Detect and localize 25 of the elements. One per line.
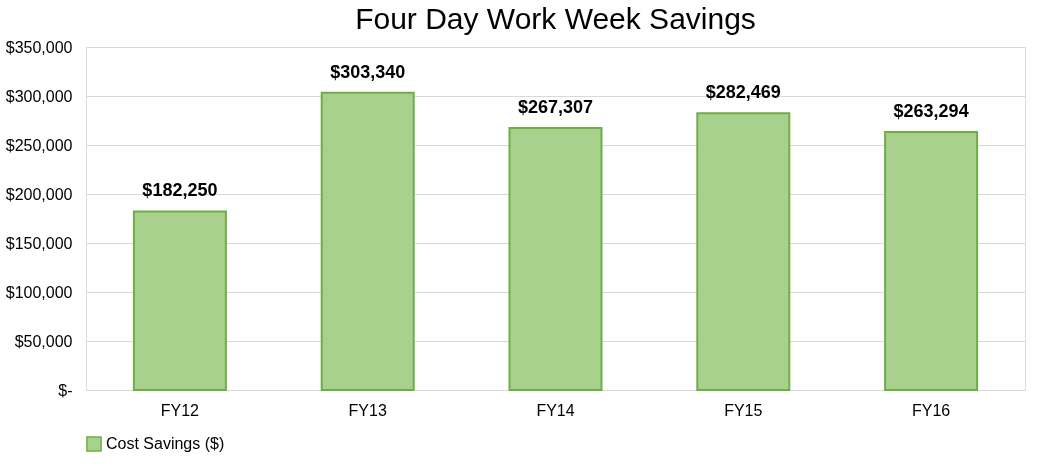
y-tick-label: $100,000 bbox=[5, 283, 73, 301]
text: $267,307 bbox=[517, 97, 594, 118]
chart-title: Four Day Work Week Savings bbox=[355, 2, 756, 35]
bar bbox=[320, 91, 415, 391]
x-tick-label: FY14 bbox=[536, 401, 575, 419]
x-tick-label: FY12 bbox=[160, 401, 200, 419]
legend-label: Cost Savings ($) bbox=[106, 435, 225, 452]
y-tick-label: $200,000 bbox=[5, 185, 73, 203]
y-tick-label: $300,000 bbox=[5, 87, 73, 105]
y-tick-label: $150,000 bbox=[5, 234, 73, 252]
bar bbox=[696, 112, 791, 391]
text: $263,294 bbox=[893, 100, 969, 121]
bar bbox=[132, 210, 227, 391]
y-tick-label: $- bbox=[58, 381, 73, 399]
x-tick-label: FY13 bbox=[348, 401, 387, 419]
x-tick-label: FY16 bbox=[911, 401, 951, 419]
y-tick-label: $350,000 bbox=[5, 38, 73, 56]
x-tick-label: FY15 bbox=[724, 401, 763, 419]
text: $182,250 bbox=[142, 180, 218, 201]
y-tick-label: $250,000 bbox=[5, 136, 73, 154]
y-tick-label: $50,000 bbox=[14, 332, 73, 350]
bar bbox=[508, 127, 603, 391]
text: $303,340 bbox=[330, 61, 406, 82]
bar bbox=[884, 130, 979, 391]
text: $282,469 bbox=[705, 82, 781, 103]
